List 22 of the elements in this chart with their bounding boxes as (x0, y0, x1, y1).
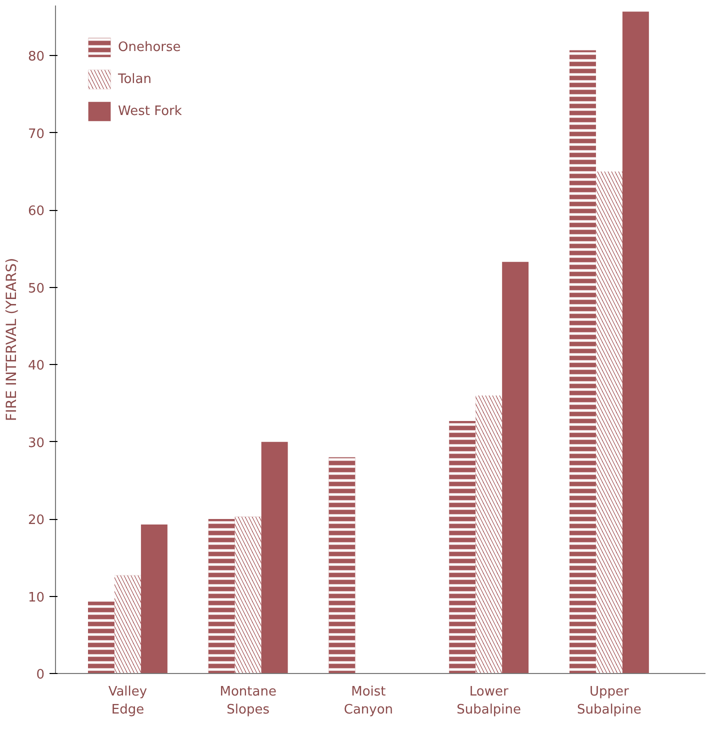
x-tick-label: Upper Subalpine (576, 684, 642, 718)
y-tick-label: 80 (28, 50, 45, 65)
y-tick-label: 70 (28, 126, 45, 142)
y-tick-label: 50 (28, 281, 45, 296)
y-tick-label: 20 (28, 513, 45, 528)
y-tick-label: 40 (28, 358, 45, 374)
y-tick-label: 0 (36, 668, 45, 682)
y-axis-title: FIRE INTERVAL (YEARS) (4, 258, 20, 422)
legend-label: Onehorse (118, 40, 181, 54)
y-tick-label: 30 (28, 436, 45, 451)
x-tick-label: Lower Subalpine (456, 684, 522, 718)
bar (140, 524, 168, 674)
legend-label: Tolan (118, 72, 152, 86)
y-tick-label: 60 (28, 204, 45, 220)
x-tick-label: Moist Canyon (344, 684, 394, 718)
x-tick-label: Montane Slopes (220, 684, 276, 718)
bar (261, 442, 288, 674)
bar (622, 12, 649, 674)
legend-label: West Fork (118, 104, 182, 118)
y-tick-label: 10 (28, 590, 45, 606)
bar (502, 262, 529, 674)
x-tick-label: Valley Edge (108, 684, 148, 718)
